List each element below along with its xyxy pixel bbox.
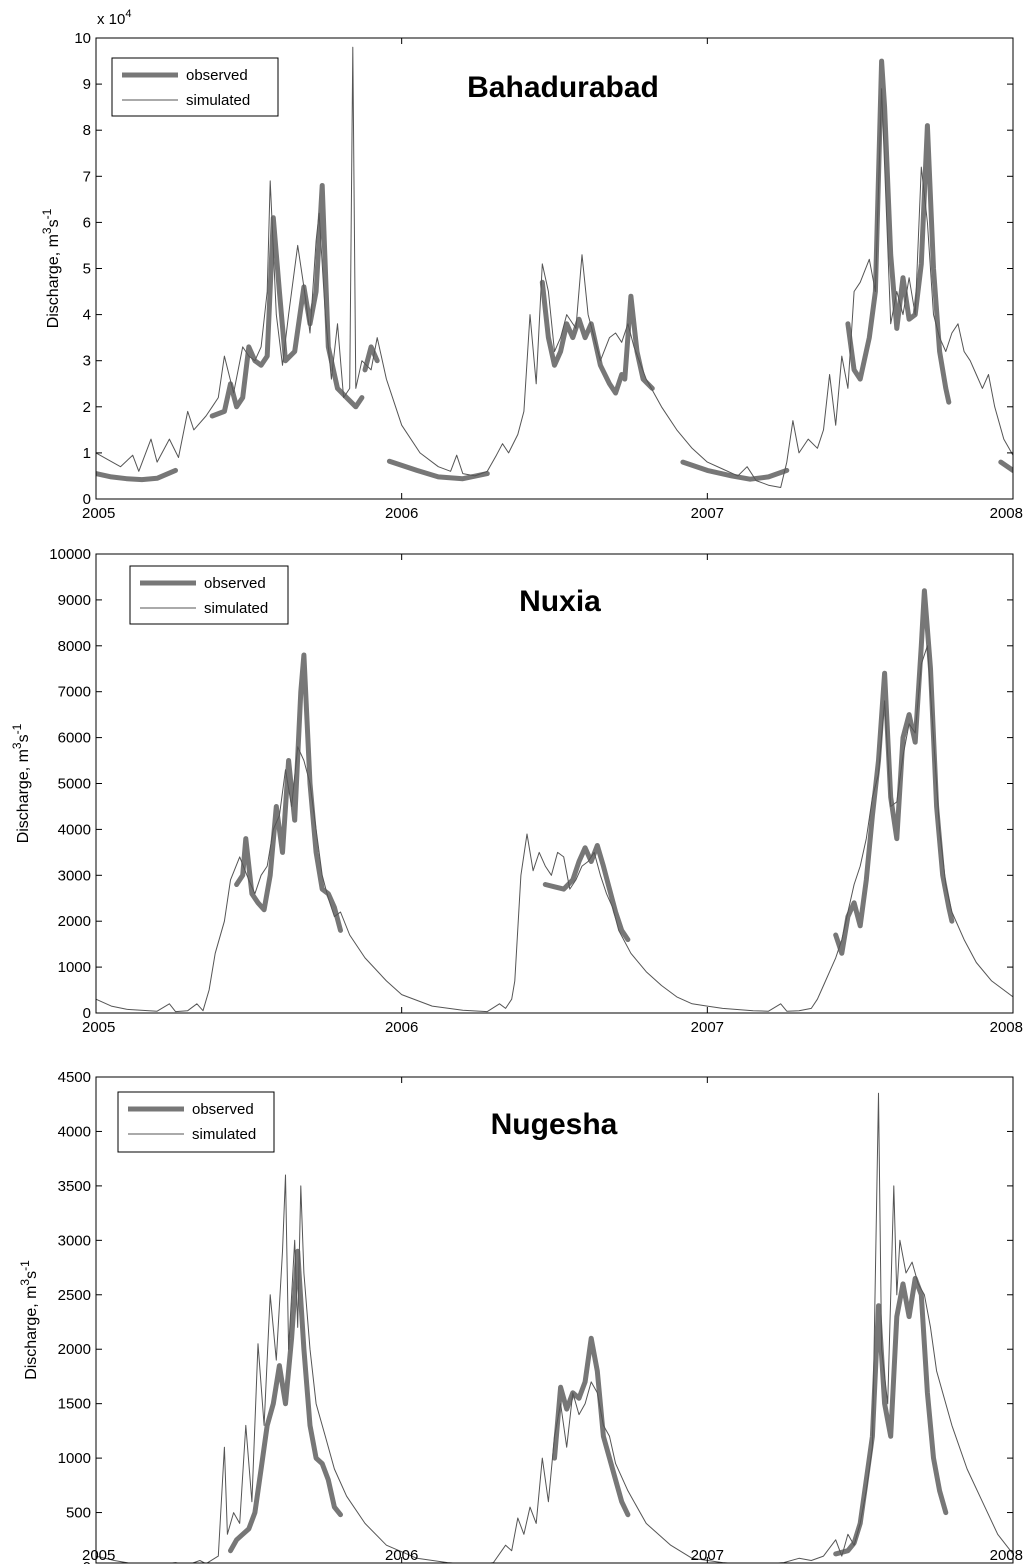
y-tick-label: 1000 [58, 959, 91, 976]
y-tick-label: 2000 [58, 1341, 91, 1358]
y-tick-label: 0 [83, 1005, 91, 1022]
x-tick-label: 2006 [385, 1547, 418, 1564]
y-tick-label: 2500 [58, 1287, 91, 1304]
y-tick-label: 1 [83, 445, 91, 462]
chart-panel-1: 0 1 2 3 4 5 6 7 8 9 10 2005 2006 2007 2008 x 104 Dischar… [40, 8, 1023, 522]
simulated-series-line-1 [96, 1092, 1013, 1563]
simulated-series-line-1 [96, 46, 1013, 488]
series-group [96, 1092, 1013, 1563]
observed-series-line-8 [998, 459, 1013, 473]
chart-panel-3: 0 500 1000 1500 2000 2500 3000 3500 4000 4500 2005… [18, 1069, 1023, 1564]
y-tick-label: 4 [83, 307, 91, 324]
x-tick-label: 2008 [990, 1547, 1023, 1564]
plot-area [96, 1077, 1013, 1563]
y-tick-label: 7 [83, 168, 91, 185]
y-tick-label: 3 [83, 353, 91, 370]
chart-title: Bahadurabad [467, 71, 659, 104]
y-tick-label: 2 [83, 399, 91, 416]
chart-title: Nuxia [519, 585, 601, 618]
observed-series-line-1 [234, 652, 343, 933]
legend-box [117, 1091, 275, 1153]
chart-panel-2: 0 1000 2000 3000 4000 5000 6000 7000 8000 9000 100… [10, 546, 1023, 1036]
chart-title: Nugesha [491, 1108, 618, 1141]
y-tick-label: 6000 [58, 730, 91, 747]
y-tick-label: 1000 [58, 1450, 91, 1467]
y-tick-label: 8000 [58, 638, 91, 655]
y-tick-label: 10 [74, 30, 91, 47]
legend-label-observed: observed [186, 67, 248, 84]
legend: observed simulated [129, 565, 289, 625]
x-tick-label: 2008 [990, 1019, 1023, 1036]
y-tick-label: 7000 [58, 684, 91, 701]
y-tick-label: 2000 [58, 913, 91, 930]
x-tick-label: 2006 [385, 1019, 418, 1036]
legend: observed simulated [111, 57, 279, 117]
y-axis-label: Discharge, m3s-1 [40, 208, 62, 328]
y-tick-label: 0 [83, 491, 91, 508]
y-tick-label: 8 [83, 122, 91, 139]
x-tick-label: 2005 [82, 1547, 115, 1564]
y-tick-label: 5 [83, 261, 91, 278]
observed-series-line-3 [362, 344, 380, 373]
x-tick-label: 2005 [82, 1019, 115, 1036]
y-tick-label: 9000 [58, 592, 91, 609]
series-group [96, 46, 1013, 488]
simulated-series-line-1 [96, 645, 1013, 1013]
observed-series-line-2 [552, 1335, 631, 1518]
legend-label-observed: observed [204, 575, 266, 592]
x-tick-label: 2007 [691, 505, 724, 522]
y-tick-label: 10000 [49, 546, 91, 563]
y-tick-label: 4500 [58, 1069, 91, 1086]
y-tick-label: 3500 [58, 1178, 91, 1195]
y-tick-label: 4000 [58, 821, 91, 838]
y-tick-label: 4000 [58, 1123, 91, 1140]
y-multiplier-label: x 104 [97, 8, 131, 28]
x-tick-label: 2006 [385, 505, 418, 522]
series-group [96, 588, 1013, 1013]
legend-label-simulated: simulated [192, 1126, 256, 1143]
y-tick-label: 0 [83, 1559, 91, 1564]
x-tick-label: 2005 [82, 505, 115, 522]
legend-box [129, 565, 289, 625]
legend-label-observed: observed [192, 1101, 254, 1118]
y-axis-label: Discharge, m3s-1 [18, 1260, 40, 1380]
legend-label-simulated: simulated [186, 92, 250, 109]
y-tick-label: 6 [83, 214, 91, 231]
axes-frame [95, 1076, 1014, 1564]
observed-series-line-4 [386, 458, 490, 482]
plot-area [96, 554, 1013, 1013]
legend: observed simulated [117, 1091, 275, 1153]
y-tick-label: 3000 [58, 1232, 91, 1249]
y-tick-label: 500 [66, 1505, 91, 1522]
x-tick-label: 2007 [691, 1019, 724, 1036]
legend-label-simulated: simulated [204, 600, 268, 617]
y-tick-label: 5000 [58, 776, 91, 793]
observed-series-line-1 [228, 1248, 343, 1554]
observed-series-line-2 [542, 843, 631, 943]
y-tick-label: 9 [83, 76, 91, 93]
legend-box [111, 57, 279, 117]
y-axis-label: Discharge, m3s-1 [10, 723, 32, 843]
observed-series-line-1 [96, 467, 178, 483]
observed-series-line-6 [680, 459, 790, 482]
x-tick-label: 2007 [691, 1547, 724, 1564]
x-tick-label: 2008 [990, 505, 1023, 522]
y-tick-label: 1500 [58, 1396, 91, 1413]
y-tick-label: 3000 [58, 867, 91, 884]
